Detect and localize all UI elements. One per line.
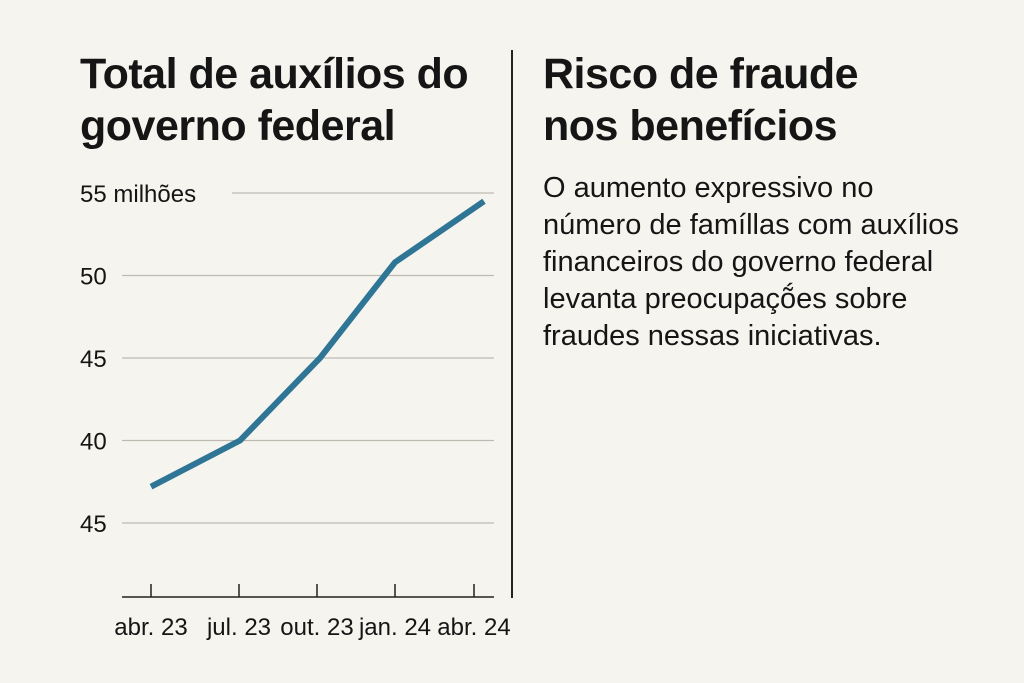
x-tick-label: jul. 23 (206, 614, 271, 641)
y-tick-label: 45 (80, 511, 107, 538)
chart-title: Total de auxílios do governo federal (80, 50, 469, 150)
y-tick-label: 55 milhões (80, 181, 196, 208)
x-tick-label: abr. 23 (114, 614, 187, 641)
y-tick-label: 50 (80, 264, 107, 291)
y-tick-label: 45 (80, 346, 107, 373)
y-tick-label: 40 (80, 429, 107, 456)
x-tick-label: abr. 24 (437, 614, 510, 641)
article-title: Risco de fraude nos benefícios (543, 50, 859, 150)
series-line (149, 198, 486, 490)
x-tick-label: out. 23 (280, 614, 353, 641)
column-divider (511, 50, 513, 598)
x-tick-label: jan. 24 (358, 614, 431, 641)
article-body: O aumento expressivo no número de famíll… (543, 172, 959, 352)
